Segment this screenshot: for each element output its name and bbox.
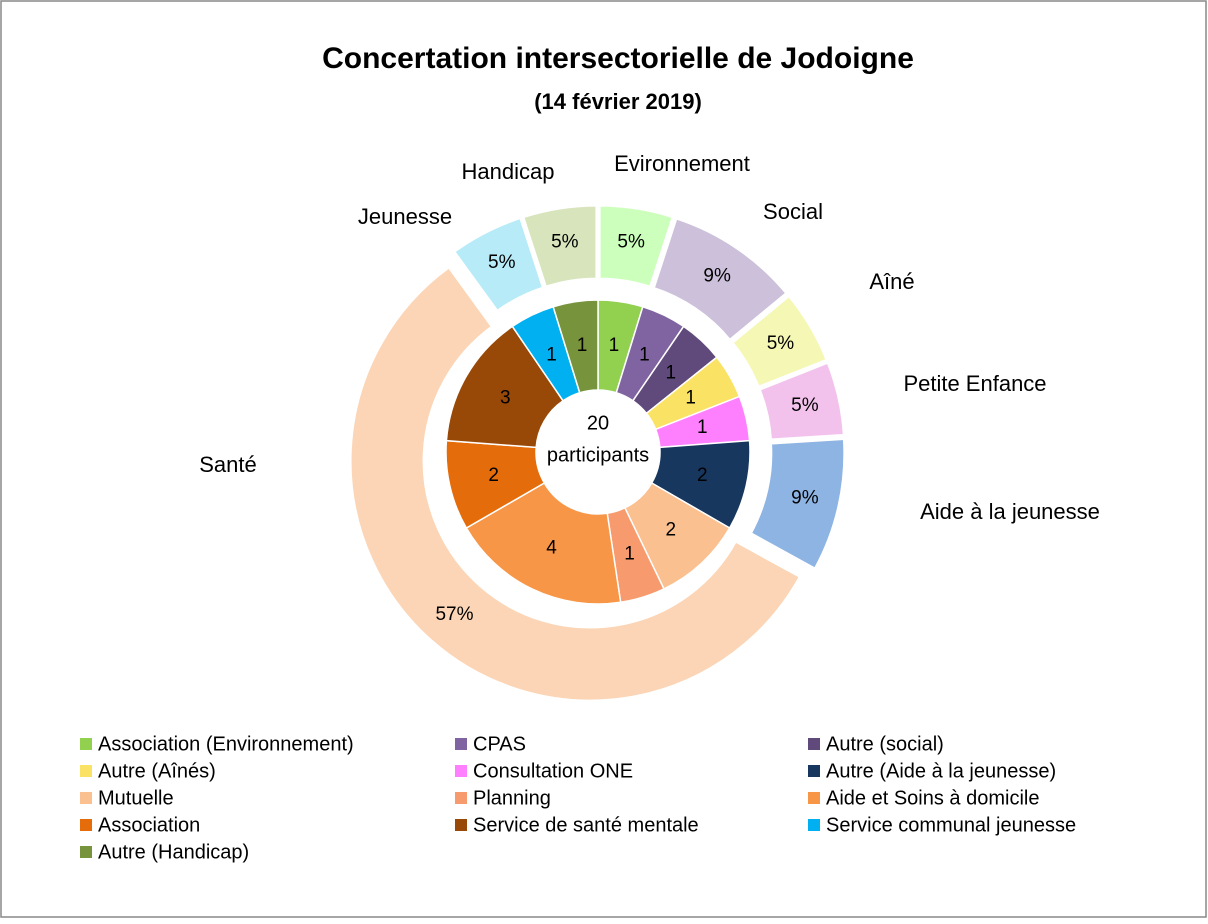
inner-value-label: 1 <box>697 417 708 438</box>
legend-label: Association <box>98 814 200 836</box>
outer-slice <box>520 203 599 290</box>
outer-slice <box>597 203 676 290</box>
chart-subtitle: (14 février 2019) <box>534 89 702 114</box>
outer-slice <box>651 216 789 343</box>
legend-swatch <box>80 846 92 858</box>
inner-value-label: 1 <box>609 335 620 356</box>
inner-value-label: 1 <box>546 345 557 366</box>
inner-value-label: 1 <box>685 388 696 409</box>
legend-swatch <box>455 738 467 750</box>
legend-label: Autre (social) <box>826 733 944 755</box>
inner-slice <box>445 325 565 449</box>
legend-label: Autre (Aînés) <box>98 760 216 782</box>
legend-swatch <box>808 765 820 777</box>
legend-label: Autre (Handicap) <box>98 841 249 863</box>
legend-swatch <box>80 792 92 804</box>
category-label: Jeunesse <box>358 204 452 229</box>
legend-label: Service de santé mentale <box>473 814 699 836</box>
inner-value-label: 2 <box>488 465 499 486</box>
category-label: Handicap <box>462 159 555 184</box>
outer-value-label: 5% <box>551 232 579 253</box>
inner-value-label: 4 <box>546 537 557 558</box>
inner-value-label: 1 <box>577 335 588 356</box>
legend-swatch <box>455 792 467 804</box>
inner-value-label: 1 <box>639 345 650 366</box>
legend-swatch <box>455 765 467 777</box>
inner-slice <box>552 299 599 394</box>
inner-value-label: 2 <box>665 519 676 540</box>
legend-label: Mutuelle <box>98 787 174 809</box>
inner-slice <box>465 481 622 605</box>
legend-swatch <box>808 792 820 804</box>
legend-label: Consultation ONE <box>473 760 633 782</box>
outer-value-label: 9% <box>791 487 819 508</box>
category-label: Social <box>763 199 823 224</box>
outer-slice <box>757 360 846 442</box>
legend-swatch <box>80 738 92 750</box>
category-label: Petite Enfance <box>903 371 1046 396</box>
legend-swatch <box>80 765 92 777</box>
outer-slice <box>348 264 803 703</box>
legend-swatch <box>808 738 820 750</box>
legend-label: Association (Environnement) <box>98 733 354 755</box>
legend-label: Planning <box>473 787 551 809</box>
inner-value-label: 1 <box>665 363 676 384</box>
outer-value-label: 5% <box>767 333 795 354</box>
category-label: Aide à la jeunesse <box>920 499 1100 524</box>
chart-title: Concertation intersectorielle de Jodoign… <box>322 42 914 75</box>
legend-label: Service communal jeunesse <box>826 814 1076 836</box>
legend-label: CPAS <box>473 733 526 755</box>
center-label: 20 <box>587 412 609 434</box>
inner-value-label: 3 <box>500 388 511 409</box>
inner-value-label: 2 <box>697 465 708 486</box>
category-label: Evironnement <box>614 151 750 176</box>
legend-swatch <box>455 819 467 831</box>
outer-value-label: 57% <box>435 604 473 625</box>
category-label: Santé <box>199 452 257 477</box>
legend-label: Autre (Aide à la jeunesse) <box>826 760 1056 782</box>
outer-slice <box>729 293 830 390</box>
legend-label: Aide et Soins à domicile <box>826 787 1039 809</box>
outer-slice <box>748 436 847 572</box>
outer-slice <box>451 215 546 314</box>
legend-swatch <box>808 819 820 831</box>
outer-value-label: 5% <box>617 232 645 253</box>
category-label: Aîné <box>869 269 914 294</box>
center-label: participants <box>547 444 649 466</box>
outer-value-label: 9% <box>703 266 731 287</box>
outer-value-label: 5% <box>791 395 819 416</box>
inner-value-label: 1 <box>624 543 635 564</box>
outer-value-label: 5% <box>488 252 516 273</box>
legend-swatch <box>80 819 92 831</box>
